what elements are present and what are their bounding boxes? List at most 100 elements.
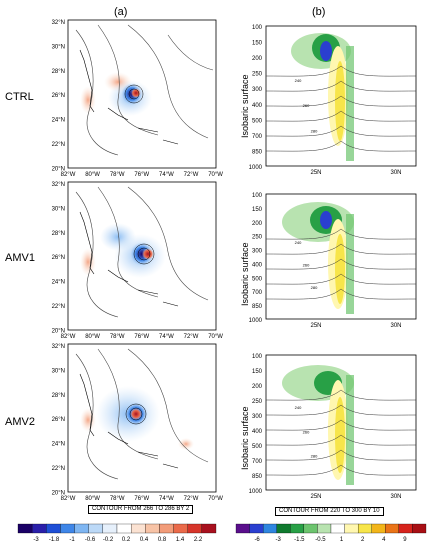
pressure-tick-label: 400 [252,103,263,109]
pressure-tick-label: 100 [252,25,263,31]
map-tick-labels: 32°N 30°N 28°N 26°N 24°N 22°N 20°N 82°W 80°W 78°W… [52,20,224,502]
colorbar-swatch [398,523,413,534]
ylabel-section-ctrl: Isobaric surface [240,74,250,138]
row-label-ctrl: CTRL [5,91,34,103]
lat-tick-label: 20°N [52,490,65,496]
contour-value-label: 260 [303,103,310,108]
pressure-tick-label: 700 [252,459,263,465]
lon-tick-label: 80°W [85,334,100,340]
colorbar-swatch [290,523,305,534]
colorbar-tick-label: -0.6 [85,537,96,543]
section-panel-amv2 [265,354,417,491]
lon-tick-label: 80°W [85,496,100,502]
colorbar-b: -6 -3 -1.5 -0.5 1 2 4 9 [235,523,427,543]
colorbar-swatch [102,523,118,534]
pressure-tick-label: 200 [252,384,263,390]
pressure-tick-label: 300 [252,87,263,93]
row-label-amv2: AMV2 [5,416,35,428]
pressure-tick-label: 500 [252,276,263,282]
colorbar-swatch [344,523,359,534]
colorbar-tick-label: 1.4 [176,537,185,543]
colorbar-swatch [159,523,174,534]
contour-value-label: 280 [311,454,318,459]
colorbar-swatch [235,523,250,534]
colorbar-swatch [60,523,75,534]
colorbar-swatch [249,523,264,534]
lon-tick-label: 76°W [134,172,149,178]
map-panel-amv1 [67,181,217,331]
pressure-tick-label: 400 [252,262,263,268]
colorbar-swatch [31,523,47,534]
colorbar-tick-label: 0.8 [158,537,167,543]
lat-tick-label: 32°N [52,344,65,350]
ylabel-section-amv2: Isobaric surface [240,406,250,470]
pressure-tick-label: 700 [252,134,263,140]
colorbar-tick-label: 0.4 [140,537,149,543]
pressure-tick-label: 850 [252,304,263,310]
lat-tick-label: 30°N [52,206,65,212]
colorbar-swatch [262,523,277,534]
lat-tick-label: 28°N [52,231,65,237]
colorbar-swatch [17,523,33,534]
colorbar-swatch [187,523,203,534]
pressure-tick-label: 500 [252,444,263,450]
lon-tick-label: 74°W [159,172,174,178]
pressure-tick-label: 250 [252,72,263,78]
lon-tick-label: 76°W [134,496,149,502]
pressure-tick-label: 850 [252,474,263,480]
colorbar-tick-label: 1 [340,537,344,543]
lat-tick-label: 32°N [52,182,65,188]
colorbar-tick-label: -3 [276,537,282,543]
colorbar-tick-label: -1.5 [294,537,305,543]
contour-value-label: 280 [311,128,318,133]
lat-section-tick-label: 25N [310,494,321,500]
pressure-tick-label: 1000 [249,489,263,495]
pressure-tick-label: 700 [252,290,263,296]
lat-tick-label: 28°N [52,393,65,399]
colorbar-swatch [303,523,318,534]
lat-tick-label: 26°N [52,255,65,261]
colorbar-swatch [88,523,104,534]
column-title-b: (b) [312,6,326,18]
lat-section-tick-label: 30N [390,494,401,500]
contour-note-b: CONTOUR FROM 220 TO 300 BY 10 [275,507,384,516]
map-panel-amv2 [67,343,217,493]
colorbar-swatch [371,523,386,534]
section-panel-amv1 [265,193,417,320]
lat-tick-label: 30°N [52,368,65,374]
lon-tick-label: 82°W [61,334,76,340]
pressure-tick-label: 250 [252,399,263,405]
colorbar-tick-label: 2 [361,537,365,543]
pressure-tick-label: 250 [252,235,263,241]
colorbar-swatch [74,523,89,534]
section-panel-ctrl [265,25,417,167]
pressure-tick-label: 100 [252,354,263,360]
lon-tick-label: 74°W [159,334,174,340]
lon-tick-label: 82°W [61,172,76,178]
lat-tick-label: 26°N [52,93,65,99]
lat-section-tick-label: 25N [310,323,321,329]
pressure-tick-label: 100 [252,193,263,199]
pressure-tick-label: 200 [252,221,263,227]
pressure-tick-label: 300 [252,414,263,420]
colorbar-swatch [173,523,188,534]
colorbar-tick-label: -6 [254,537,260,543]
colorbar-swatch [46,523,61,534]
pressure-tick-label: 300 [252,249,263,255]
lon-tick-label: 72°W [184,172,199,178]
lat-tick-label: 24°N [52,442,65,448]
lat-tick-label: 30°N [52,44,65,50]
lat-tick-label: 22°N [52,142,65,148]
column-title-a: (a) [114,6,128,18]
lon-tick-label: 74°W [159,496,174,502]
colorbar-tick-label: -0.2 [103,537,114,543]
colorbar-swatch [385,523,400,534]
section-tick-labels: 100 150 200 250 300 400 500 700 850 1000 25N 30N 240… [249,25,402,500]
pressure-tick-label: 200 [252,56,263,62]
lat-tick-label: 32°N [52,20,65,26]
colorbar-tick-label: 9 [403,537,407,543]
colorbar-tick-label: 4 [382,537,386,543]
lon-tick-label: 78°W [110,334,125,340]
contour-value-label: 260 [303,429,310,434]
